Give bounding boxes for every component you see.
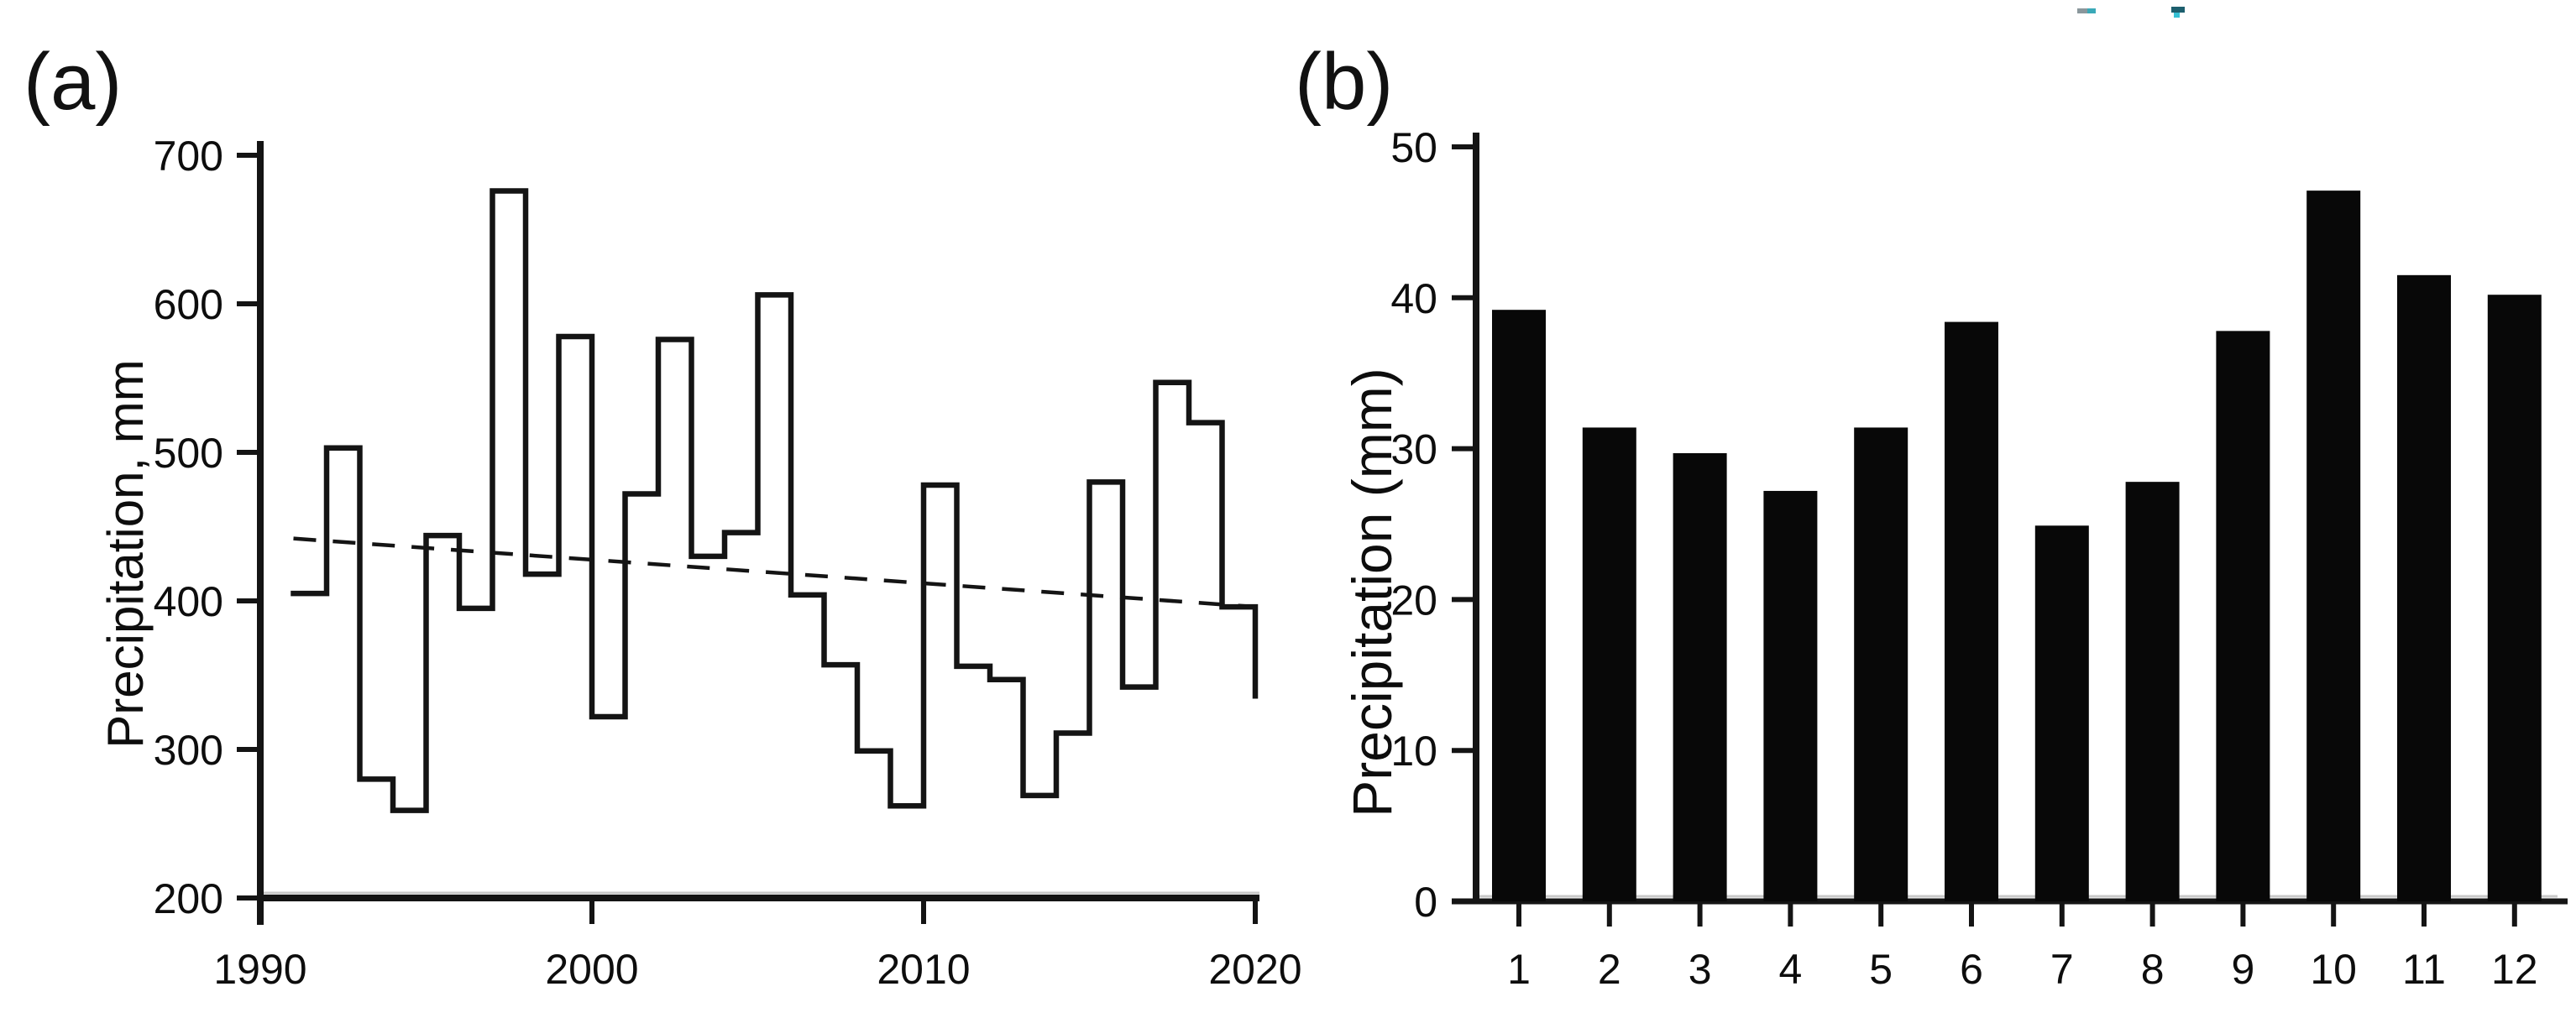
y-tick-label-a: 500 — [154, 430, 223, 477]
x-tick-label-b: 12 — [2491, 946, 2538, 993]
trend-line — [293, 536, 1256, 609]
bar-month-9 — [2216, 331, 2270, 902]
bar-month-2 — [1582, 427, 1636, 902]
x-tick-label-b: 2 — [1598, 946, 1621, 993]
panel-label-b: (b) — [1295, 37, 1393, 127]
x-tick-label-b: 11 — [2402, 946, 2446, 993]
bar-month-7 — [2034, 525, 2089, 901]
y-tick-label-b: 20 — [1390, 577, 1437, 624]
x-tick-label-b: 3 — [1689, 946, 1712, 993]
bar-month-10 — [2306, 191, 2361, 902]
bar-month-5 — [1854, 427, 1908, 902]
artifact-mark — [2077, 8, 2087, 13]
chart-b-y-axis-title: Precipitation (mm) — [1341, 368, 1403, 817]
y-tick-label-a: 700 — [154, 133, 223, 180]
y-tick-label-b: 50 — [1390, 124, 1437, 171]
bar-month-3 — [1673, 452, 1727, 901]
x-tick-label-a: 1990 — [213, 946, 306, 993]
x-tick-label-b: 6 — [1960, 946, 1983, 993]
y-tick-label-b: 10 — [1390, 728, 1437, 775]
artifact-mark — [2174, 13, 2180, 18]
y-tick-label-b: 0 — [1414, 879, 1437, 926]
panel-label-a: (a) — [24, 37, 122, 127]
bar-month-8 — [2125, 482, 2180, 901]
y-tick-label-a: 400 — [154, 578, 223, 625]
x-tick-label-a: 2010 — [877, 946, 970, 993]
artifact-mark — [2171, 7, 2185, 13]
x-tick-label-b: 10 — [2310, 946, 2357, 993]
y-tick-label-a: 300 — [154, 727, 223, 774]
x-tick-label-b: 4 — [1778, 946, 1802, 993]
x-tick-label-b: 1 — [1507, 946, 1531, 993]
x-tick-label-b: 7 — [2050, 946, 2074, 993]
y-tick-label-b: 40 — [1390, 275, 1437, 322]
x-tick-label-b: 9 — [2231, 946, 2254, 993]
artifact-mark — [2087, 8, 2096, 13]
y-tick-label-a: 200 — [154, 875, 223, 922]
y-tick-label-a: 600 — [154, 281, 223, 328]
y-tick-label-b: 30 — [1390, 426, 1437, 473]
bar-month-4 — [1763, 490, 1818, 901]
chart-a-annual-precipitation-step-plot: 200 300 400 500 600 700 1990 2000 2010 2020 — [154, 133, 1302, 993]
x-tick-label-a: 2020 — [1208, 946, 1301, 993]
chart-a-y-axis-title: Precipitation, mm — [97, 359, 154, 748]
x-tick-label-a: 2000 — [545, 946, 638, 993]
x-tick-label-b: 8 — [2141, 946, 2165, 993]
annual-precipitation-step-line — [291, 188, 1259, 813]
bar-month-12 — [2487, 295, 2542, 902]
x-tick-label-b: 5 — [1869, 946, 1893, 993]
bar-month-6 — [1945, 321, 1998, 901]
bar-month-11 — [2397, 274, 2451, 902]
scan-artifact-marks — [2077, 7, 2185, 18]
bar-month-1 — [1492, 310, 1546, 902]
